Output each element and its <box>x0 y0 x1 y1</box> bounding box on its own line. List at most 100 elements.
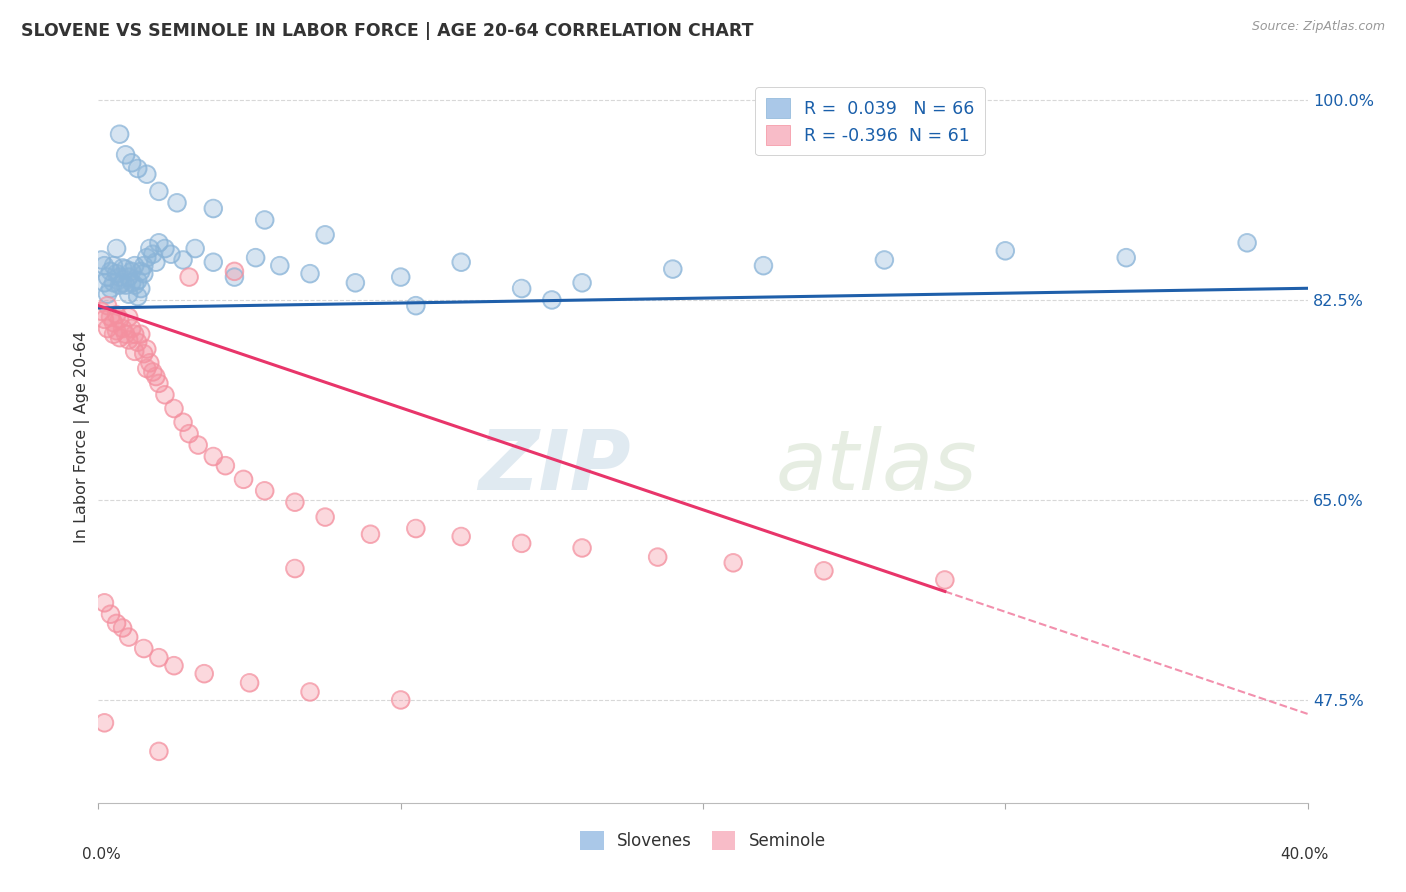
Point <box>172 415 194 429</box>
Point <box>105 308 128 322</box>
Point <box>139 242 162 256</box>
Point <box>93 259 115 273</box>
Point <box>752 259 775 273</box>
Point <box>187 438 209 452</box>
Point <box>96 270 118 285</box>
Point <box>108 312 131 326</box>
Point <box>118 630 141 644</box>
Point <box>661 262 683 277</box>
Point <box>129 281 152 295</box>
Point <box>93 715 115 730</box>
Point <box>873 252 896 267</box>
Point <box>121 264 143 278</box>
Point <box>127 161 149 176</box>
Point <box>114 327 136 342</box>
Point <box>934 573 956 587</box>
Point <box>389 270 412 285</box>
Point <box>142 247 165 261</box>
Point <box>129 264 152 278</box>
Point <box>121 155 143 169</box>
Point <box>124 278 146 293</box>
Point <box>145 255 167 269</box>
Point <box>111 276 134 290</box>
Point <box>299 685 322 699</box>
Point <box>148 185 170 199</box>
Point <box>1236 235 1258 250</box>
Point <box>100 281 122 295</box>
Point <box>232 472 254 486</box>
Point <box>124 327 146 342</box>
Point <box>253 483 276 498</box>
Point <box>510 536 533 550</box>
Point <box>105 324 128 338</box>
Point <box>540 293 562 307</box>
Point <box>121 155 143 169</box>
Point <box>121 264 143 278</box>
Point <box>108 270 131 285</box>
Point <box>148 376 170 391</box>
Point <box>121 276 143 290</box>
Point <box>142 247 165 261</box>
Text: SLOVENE VS SEMINOLE IN LABOR FORCE | AGE 20-64 CORRELATION CHART: SLOVENE VS SEMINOLE IN LABOR FORCE | AGE… <box>21 22 754 40</box>
Point <box>153 242 176 256</box>
Point <box>108 278 131 293</box>
Point <box>224 270 246 285</box>
Point <box>389 270 412 285</box>
Point <box>172 415 194 429</box>
Point <box>111 621 134 635</box>
Point <box>571 276 593 290</box>
Point <box>148 744 170 758</box>
Point <box>187 438 209 452</box>
Point <box>571 541 593 555</box>
Point <box>179 270 201 285</box>
Point <box>105 242 128 256</box>
Point <box>202 255 225 269</box>
Text: atlas: atlas <box>776 425 977 507</box>
Point <box>153 242 176 256</box>
Text: 40.0%: 40.0% <box>1281 847 1329 862</box>
Point <box>723 556 745 570</box>
Point <box>160 247 183 261</box>
Point <box>105 616 128 631</box>
Point <box>405 299 427 313</box>
Point <box>179 426 201 441</box>
Point <box>148 744 170 758</box>
Point <box>114 262 136 277</box>
Point <box>148 235 170 250</box>
Point <box>100 310 122 324</box>
Point <box>873 252 896 267</box>
Point <box>253 483 276 498</box>
Point <box>132 641 155 656</box>
Point <box>93 259 115 273</box>
Point <box>127 273 149 287</box>
Point <box>96 321 118 335</box>
Point <box>90 304 112 318</box>
Point <box>96 287 118 301</box>
Point <box>111 321 134 335</box>
Point <box>111 276 134 290</box>
Point <box>111 321 134 335</box>
Point <box>100 264 122 278</box>
Point <box>139 356 162 370</box>
Point <box>93 596 115 610</box>
Point <box>148 235 170 250</box>
Point <box>145 369 167 384</box>
Point <box>111 260 134 275</box>
Point <box>121 321 143 335</box>
Point <box>135 251 157 265</box>
Point <box>184 242 207 256</box>
Point <box>163 658 186 673</box>
Point <box>245 251 267 265</box>
Point <box>127 289 149 303</box>
Point <box>723 556 745 570</box>
Point <box>450 529 472 543</box>
Point <box>127 161 149 176</box>
Point <box>299 267 322 281</box>
Point <box>284 495 307 509</box>
Point <box>389 693 412 707</box>
Point <box>994 244 1017 258</box>
Point <box>163 401 186 416</box>
Point <box>103 276 125 290</box>
Point <box>224 264 246 278</box>
Point <box>127 335 149 350</box>
